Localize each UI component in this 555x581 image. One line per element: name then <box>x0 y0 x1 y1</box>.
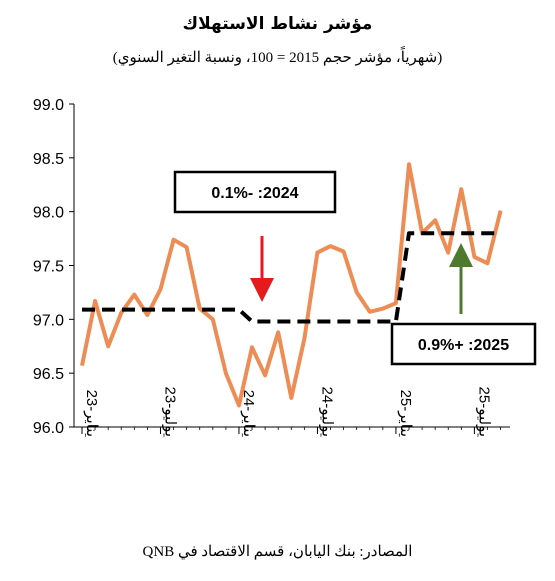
x-tick-label: يوليو-24 <box>318 387 335 437</box>
chart-title: مؤشر نشاط الاستهلاك <box>182 14 373 34</box>
y-tick-label: 98.5 <box>33 151 64 168</box>
x-tick-label: يوليو-23 <box>161 387 178 437</box>
x-tick-label: يناير-24 <box>240 390 257 437</box>
y-tick-label: 98.0 <box>33 205 64 222</box>
y-tick-label: 96.0 <box>33 420 64 437</box>
annotation-box <box>390 322 537 366</box>
y-tick-label: 97.0 <box>33 312 64 329</box>
x-tick-label: يناير-23 <box>83 390 100 437</box>
series-line-index <box>80 162 503 408</box>
y-tick-label: 97.5 <box>33 259 64 276</box>
annotation-label: 2024: -0.1% <box>211 185 298 202</box>
x-tick-label: يوليو-25 <box>475 387 492 437</box>
annotation-label: 2025: +0.9% <box>418 337 509 354</box>
annotation-box <box>173 170 337 214</box>
y-tick-label: 96.5 <box>33 366 64 383</box>
y-tick-label: 99.0 <box>33 97 64 114</box>
series-line-annual-average <box>82 231 501 324</box>
chart-subtitle: (شهرياً، مؤشر حجم 2015 = 100، ونسبة التغ… <box>112 50 443 66</box>
x-tick-label: يناير-25 <box>397 390 414 437</box>
chart-source: المصادر: بنك اليابان، قسم الاقتصاد في QN… <box>142 544 413 560</box>
